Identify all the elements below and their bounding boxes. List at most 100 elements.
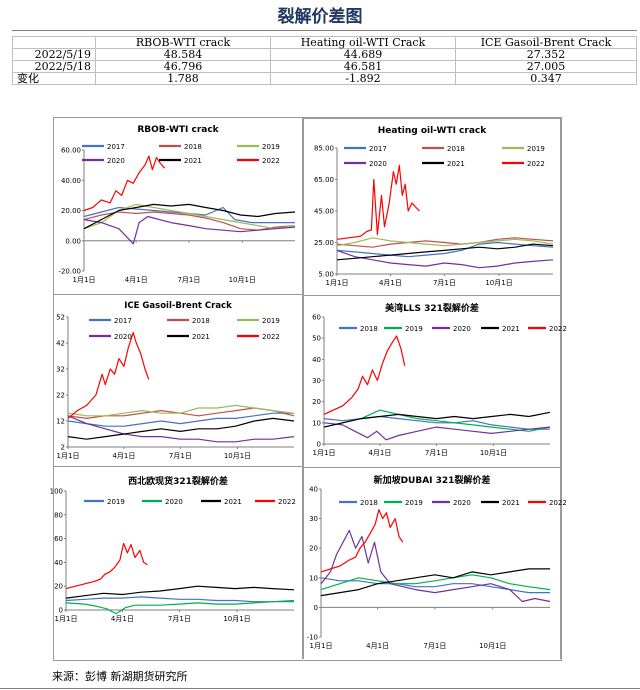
table-cell: 46.796 bbox=[95, 60, 271, 73]
legend-label: 2022 bbox=[549, 325, 567, 333]
y-tick-label: 30 bbox=[309, 515, 318, 523]
series-line-2022 bbox=[320, 509, 404, 573]
series-line-2021 bbox=[320, 568, 550, 597]
series-line-2021 bbox=[65, 585, 295, 599]
table-header-cell bbox=[12, 36, 96, 49]
y-tick-label: 45.00 bbox=[314, 208, 334, 216]
series-line-2019 bbox=[65, 596, 294, 603]
y-tick-label: 20 bbox=[54, 583, 63, 591]
table-header-row: RBOB-WTI crack Heating oil-WTI Crack ICE… bbox=[12, 36, 637, 49]
chart-panel-gasoil: ICE Gasoil-Brent Crack 52 42 32 22 12 2 1月1日 4月1… bbox=[54, 295, 303, 467]
series-line-2020 bbox=[67, 415, 295, 443]
y-tick-label: 2 bbox=[61, 444, 65, 452]
table-row: 2022/5/19 48.584 44.689 27.352 bbox=[12, 48, 637, 61]
x-tick-label: 7月1日 bbox=[177, 276, 200, 284]
legend-label: 2019 bbox=[262, 143, 280, 151]
legend-label: 2021 bbox=[502, 499, 520, 507]
x-tick-label: 7月1日 bbox=[169, 452, 192, 460]
footer-divider bbox=[0, 688, 640, 689]
series-line-2021 bbox=[323, 411, 551, 428]
y-tick-label: 20 bbox=[312, 398, 321, 406]
legend-label: 2021 bbox=[224, 498, 242, 506]
x-tick-label: 4月1日 bbox=[379, 279, 402, 287]
legend-label: 2021 bbox=[192, 333, 210, 341]
y-tick-label: 0.00 bbox=[65, 237, 81, 245]
table-cell: 46.581 bbox=[270, 60, 456, 73]
y-tick-label: 0 bbox=[59, 607, 63, 615]
row-label: 2022/5/18 bbox=[12, 60, 96, 73]
chart-title: 新加坡DUBAI 321裂解价差 bbox=[374, 474, 491, 486]
x-tick-label: 7月1日 bbox=[433, 279, 456, 287]
x-tick-label: 10月1日 bbox=[480, 449, 507, 457]
y-tick-label: 40 bbox=[54, 559, 63, 567]
legend-label: 2019 bbox=[405, 325, 423, 333]
series-line-2020 bbox=[320, 529, 551, 603]
legend-label: 2022 bbox=[549, 499, 567, 507]
x-tick-label: 10月1日 bbox=[229, 276, 256, 284]
series-line-2020 bbox=[336, 249, 554, 269]
legend-label: 2022 bbox=[262, 157, 280, 165]
legend-label: 2019 bbox=[262, 317, 280, 325]
y-tick-label: 40.00 bbox=[61, 177, 81, 185]
table-cell: 48.584 bbox=[95, 48, 271, 61]
chart-title: ICE Gasoil-Brent Crack bbox=[124, 301, 232, 311]
series-line-2019 bbox=[336, 237, 554, 247]
y-tick-label: 85.00 bbox=[314, 145, 334, 153]
y-tick-label: 60 bbox=[312, 314, 321, 322]
y-tick-label: -10 bbox=[307, 634, 318, 642]
legend-label: 2018 bbox=[447, 145, 465, 153]
series-line-2020 bbox=[65, 599, 295, 615]
series-line-2021 bbox=[336, 243, 554, 261]
y-tick-label: 25.00 bbox=[314, 239, 334, 247]
page-title: 裂解价差图 bbox=[277, 7, 363, 27]
y-tick-label: 60 bbox=[54, 535, 63, 543]
series-line-2020 bbox=[323, 422, 551, 441]
y-tick-label: 0 bbox=[317, 441, 321, 449]
y-tick-label: 100 bbox=[50, 488, 63, 496]
legend-label: 2021 bbox=[184, 157, 202, 165]
chart-panel-nwe: 西北欧现货321裂解价差 100 80 60 40 20 0 1月1日 4月1日 7月1日 10月1… bbox=[50, 467, 303, 659]
y-tick-label: 10 bbox=[312, 419, 321, 427]
x-tick-label: 4月1日 bbox=[368, 449, 391, 457]
legend-label: 2017 bbox=[107, 143, 125, 151]
chart-title: 西北欧现货321裂解价差 bbox=[128, 475, 228, 487]
y-tick-label: 50 bbox=[312, 335, 321, 343]
y-tick-label: 40 bbox=[312, 356, 321, 364]
legend-label: 2020 bbox=[165, 498, 183, 506]
table-cell: 1.788 bbox=[95, 72, 271, 85]
chart-svg-rbob: RBOB-WTI crack60.0040.0020.000.00-20.001… bbox=[58, 125, 296, 284]
series-line-2019 bbox=[67, 404, 295, 417]
y-tick-label: 40 bbox=[309, 486, 318, 494]
series-line-2017 bbox=[67, 412, 294, 427]
table-header-cell: RBOB-WTI crack bbox=[95, 36, 271, 49]
source-note: 来源：彭博 新湖期货研究所 bbox=[52, 670, 188, 683]
chart-panel-dubai: 新加坡DUBAI 321裂解价差 40 30 20 10 0 -10 1月1日 4月1日 7月1日… bbox=[303, 467, 567, 659]
series-line-2021 bbox=[83, 203, 296, 230]
x-tick-label: 10月1日 bbox=[223, 615, 250, 623]
y-tick-label: 10 bbox=[309, 574, 318, 582]
legend-label: 2020 bbox=[114, 333, 132, 341]
legend-label: 2020 bbox=[369, 160, 387, 168]
table-cell: 0.347 bbox=[455, 72, 637, 85]
table-cell: 27.352 bbox=[455, 48, 637, 61]
legend-label: 2022 bbox=[278, 498, 296, 506]
y-tick-label: 5.00 bbox=[318, 271, 334, 279]
legend-label: 2018 bbox=[184, 143, 202, 151]
chart-title: Heating oil-WTI crack bbox=[378, 126, 487, 136]
legend-label: 2020 bbox=[107, 157, 125, 165]
chart-panel-heating-oil: Heating oil-WTI crack 85.00 65.00 45.00 25.0… bbox=[303, 118, 561, 296]
series-line-2019 bbox=[320, 574, 551, 591]
series-line-2018 bbox=[336, 237, 554, 248]
y-tick-label: 52 bbox=[56, 314, 65, 322]
x-tick-label: 1月1日 bbox=[55, 615, 78, 623]
series-line-2022 bbox=[83, 155, 166, 212]
series-line-2022 bbox=[67, 331, 150, 419]
chart-title: RBOB-WTI crack bbox=[137, 125, 219, 135]
table-cell: 27.005 bbox=[455, 60, 637, 73]
x-tick-label: 1月1日 bbox=[313, 449, 336, 457]
table-row: 变化 1.788 -1.892 0.347 bbox=[12, 72, 637, 85]
x-tick-label: 10月1日 bbox=[224, 452, 251, 460]
chart-panel-rbob: RBOB-WTI crack 60.00 40.00 20.00 0.00 -20.00 1… bbox=[54, 118, 303, 295]
table-cell: 44.689 bbox=[270, 48, 456, 61]
